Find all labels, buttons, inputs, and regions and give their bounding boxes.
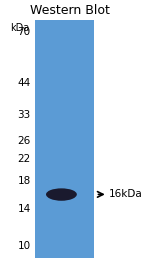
Title: Western Blot: Western Blot	[30, 4, 110, 17]
Text: 10: 10	[17, 241, 31, 251]
Text: 16kDa: 16kDa	[109, 189, 142, 199]
Text: 18: 18	[17, 176, 31, 186]
Text: 26: 26	[17, 136, 31, 146]
Text: 33: 33	[17, 110, 31, 119]
Text: 22: 22	[17, 154, 31, 164]
Text: 14: 14	[17, 204, 31, 214]
Ellipse shape	[46, 188, 77, 201]
Text: 70: 70	[17, 27, 31, 37]
Text: kDa: kDa	[10, 23, 30, 33]
FancyBboxPatch shape	[35, 20, 94, 258]
Text: 44: 44	[17, 78, 31, 88]
